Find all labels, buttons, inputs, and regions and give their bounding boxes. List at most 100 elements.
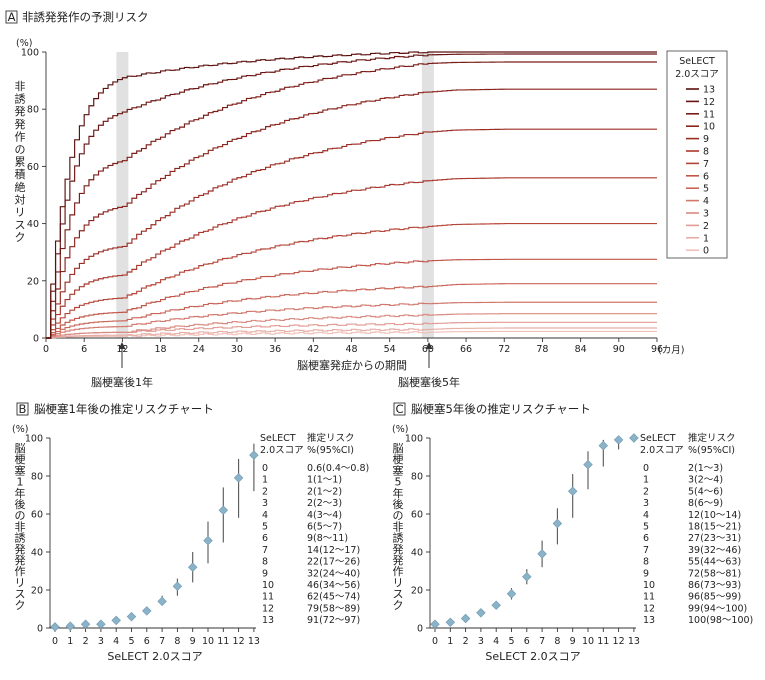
panel-c-points (430, 433, 639, 629)
table-row-risk: 3(2〜4) (688, 475, 723, 486)
y-tick-label: 100 (405, 434, 423, 445)
point-score-12 (613, 435, 624, 445)
table-row-risk: 100(98〜100) (688, 615, 753, 626)
series-line-score-1 (46, 327, 657, 339)
series-line-score-10 (46, 88, 657, 339)
x-tick-label: 13 (248, 636, 260, 647)
x-tick-label: 48 (345, 344, 357, 355)
table-row-risk: 27(23〜31) (688, 533, 741, 544)
series-line-score-0 (46, 330, 657, 339)
table-row-risk: 2(2〜3) (307, 498, 342, 509)
legend-label-score-6: 6 (703, 171, 709, 182)
legend-label-score-3: 3 (703, 209, 709, 220)
panel-b-unit: (%) (12, 424, 28, 435)
x-tick-label: 6 (524, 636, 530, 647)
series-line-score-4 (46, 301, 657, 339)
panel-b-head-risk-1: 推定リスク (307, 432, 355, 444)
panel-b-x-ticks: 0 1 2 3 4 5 6 7 8 9 10 11 12 13 (52, 628, 260, 647)
x-tick-label: 18 (155, 344, 167, 355)
y-tick-label: 80 (411, 472, 423, 483)
x-tick-label: 4 (113, 636, 119, 647)
x-tick-label: 2 (83, 636, 89, 647)
legend-label-score-10: 10 (703, 122, 715, 133)
table-row-risk: 14(12〜17) (307, 545, 360, 556)
arrow-1-year-label: 脳梗塞後1年 (91, 375, 153, 389)
table-row-risk: 1(1〜1) (307, 475, 342, 486)
x-tick-label: 90 (613, 344, 625, 355)
panel-a: A 非誘発発作の予測リスク (%) 非誘発発作の累積絶対リスク 02040608… (5, 10, 728, 389)
panel-c-y-ticks: 0 20 40 60 80 100 (405, 434, 430, 635)
table-row-score: 4 (262, 510, 268, 521)
table-row-score: 12 (643, 603, 655, 614)
table-row-score: 1 (262, 475, 268, 486)
table-row-risk: 96(85〜99) (688, 592, 741, 603)
y-tick-label: 100 (25, 434, 43, 445)
x-tick-label: 10 (202, 636, 214, 647)
table-row-risk: 62(45〜74) (307, 592, 360, 603)
legend-label-score-8: 8 (703, 147, 709, 158)
y-tick-label: 100 (21, 48, 39, 59)
legend-title-line1: SeLECT (679, 56, 715, 67)
table-row-risk: 46(34〜56) (307, 580, 360, 591)
table-row-risk: 2(1〜3) (688, 463, 723, 474)
x-tick-label: 96 (651, 344, 663, 355)
x-tick-label: 0 (43, 344, 49, 355)
panel-c-xlabel: SeLECT 2.0スコア (485, 650, 580, 663)
table-row-score: 7 (262, 545, 268, 556)
table-row-risk: 2(1〜2) (307, 486, 342, 497)
table-row-score: 8 (643, 557, 649, 568)
y-tick-label: 60 (27, 162, 39, 173)
table-row-risk: 91(72〜97) (307, 615, 360, 626)
point-score-3 (476, 608, 486, 618)
panel-a-x-unit: (カ月) (658, 345, 684, 356)
legend-label-score-13: 13 (703, 85, 715, 96)
point-score-11 (598, 440, 609, 451)
legend-label-score-12: 12 (703, 97, 715, 108)
x-tick-label: 8 (174, 636, 180, 647)
panel-c-head-risk-1: 推定リスク (688, 432, 736, 444)
legend-label-score-4: 4 (703, 196, 709, 207)
series-line-score-2 (46, 321, 657, 339)
panel-b-letter-box (16, 402, 29, 416)
y-tick-label: 20 (27, 276, 39, 287)
x-tick-label: 30 (231, 344, 243, 355)
panel-c-head-score-2: 2.0スコア (640, 445, 684, 456)
panel-c-head-score-1: SeLECT (640, 433, 676, 444)
table-row-score: 2 (643, 486, 649, 497)
table-row-score: 3 (643, 498, 649, 509)
table-row-risk: 4(3〜4) (307, 510, 342, 521)
x-tick-label: 36 (269, 344, 281, 355)
table-row-risk: 79(58〜89) (307, 603, 360, 614)
x-tick-label: 0 (52, 636, 58, 647)
y-tick-label: 20 (31, 586, 43, 597)
point-score-10 (203, 535, 213, 546)
panel-b-head-score-1: SeLECT (260, 433, 296, 444)
series-line-score-3 (46, 313, 657, 339)
x-tick-label: 54 (384, 344, 396, 355)
series-line-score-13 (46, 51, 657, 339)
point-score-9 (187, 562, 198, 572)
table-row-risk: 5(4〜6) (688, 486, 723, 497)
x-tick-label: 3 (98, 636, 104, 647)
panel-b-rows: 0 0.6(0.4〜0.8) 1 1(1〜1) 2 2(1〜2) 3 2(2〜3) 4 4(3〜4… (262, 463, 369, 626)
arrow-5-years: 脳梗塞後5年 (398, 342, 460, 389)
legend-label-score-11: 11 (703, 109, 715, 120)
panel-a-x-ticks: 06121824303642485460667278849096 (43, 338, 663, 355)
point-score-4 (111, 615, 121, 626)
panel-b-ylabel: 脳梗塞 1 年後の非誘発発作リスク (15, 442, 26, 612)
table-row-score: 5 (643, 522, 649, 533)
table-row-score: 11 (643, 592, 655, 603)
panel-b-points (50, 443, 259, 632)
point-score-1 (445, 617, 456, 628)
table-row-score: 10 (643, 580, 655, 591)
table-row-score: 4 (643, 510, 649, 521)
table-row-score: 0 (262, 463, 268, 474)
table-row-risk: 22(17〜26) (307, 557, 360, 568)
x-tick-label: 0 (432, 636, 438, 647)
x-tick-label: 24 (193, 344, 205, 355)
panel-b-head-risk-2: %(95%CI) (307, 445, 354, 456)
panel-b-table: SeLECT 2.0スコア 推定リスク %(95%CI) 0 0.6(0.4〜0.… (260, 432, 369, 626)
table-row-score: 11 (262, 592, 274, 603)
point-score-6 (142, 606, 152, 616)
